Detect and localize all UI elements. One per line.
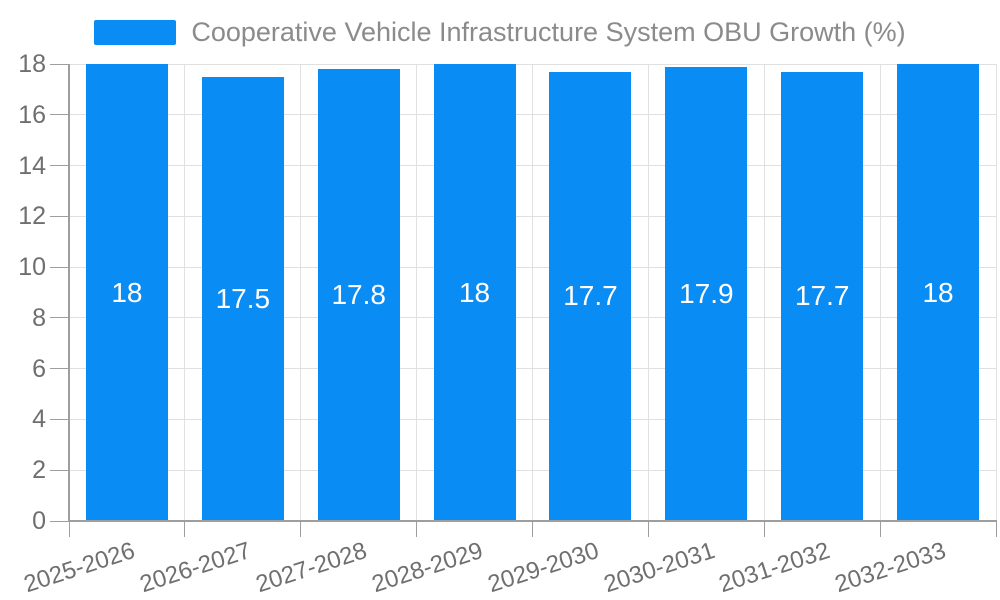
x-axis-tick [647, 521, 649, 537]
x-axis-label: 2031-2032 [716, 537, 834, 599]
x-axis-label: 2032-2033 [831, 537, 950, 599]
legend-item[interactable]: Cooperative Vehicle Infrastructure Syste… [0, 17, 1000, 48]
x-axis-tick [763, 521, 765, 537]
y-axis-tick-label: 8 [32, 303, 46, 332]
bar-value-label: 17.7 [563, 280, 618, 312]
y-axis-tick-label: 0 [32, 507, 46, 535]
x-axis-label: 2030-2031 [600, 537, 718, 599]
bar-value-label: 17.9 [679, 277, 734, 309]
y-axis-tick [50, 266, 69, 268]
x-axis-label: 2028-2029 [368, 537, 486, 599]
gridline-vertical [300, 64, 302, 521]
y-axis-tick-label: 14 [18, 151, 46, 180]
y-axis-line [68, 64, 70, 522]
bar[interactable]: 17.9 [665, 66, 748, 521]
gridline-vertical [763, 64, 765, 521]
bar[interactable]: 17.7 [549, 71, 632, 521]
x-axis-tick [416, 521, 418, 537]
gridline-vertical [995, 64, 997, 521]
x-axis-tick [532, 521, 533, 537]
y-axis-tick [50, 317, 69, 319]
bar[interactable]: 17.5 [201, 76, 284, 521]
bar[interactable]: 17.8 [317, 69, 400, 521]
gridline-vertical [647, 64, 649, 521]
x-axis-tick [300, 521, 302, 537]
y-axis-tick-label: 12 [18, 202, 46, 231]
y-axis-tick-label: 2 [32, 456, 46, 485]
bar-value-label: 18 [111, 276, 143, 308]
bar-value-label: 18 [458, 276, 491, 308]
gridline-vertical [416, 64, 418, 521]
x-axis-label: 2026-2027 [136, 537, 255, 599]
y-axis-tick [50, 165, 69, 167]
x-axis-line [68, 520, 997, 522]
bar-value-label: 17.5 [215, 282, 271, 314]
gridline-vertical [184, 64, 186, 521]
x-axis-tick [879, 521, 881, 537]
y-axis-tick-label: 18 [18, 50, 46, 78]
bar[interactable]: 17.7 [781, 71, 864, 521]
y-axis-tick [50, 418, 69, 420]
bar[interactable]: 18 [897, 64, 980, 521]
bar-value-label: 17.8 [331, 279, 386, 311]
y-axis-tick [50, 469, 69, 471]
legend-swatch [94, 20, 177, 45]
y-axis-tick [50, 63, 69, 65]
y-axis-tick [50, 114, 69, 116]
y-axis-tick [50, 215, 69, 217]
y-axis-tick-label: 6 [32, 354, 46, 383]
x-axis-label: 2025-2026 [20, 537, 139, 599]
bar[interactable]: 18 [85, 64, 168, 521]
x-axis-label: 2029-2030 [484, 537, 602, 599]
legend-label: Cooperative Vehicle Infrastructure Syste… [191, 17, 906, 47]
bar-value-label: 17.7 [794, 280, 850, 312]
y-axis-tick-label: 16 [18, 100, 46, 129]
gridline-vertical [879, 64, 881, 521]
bar-value-label: 18 [922, 276, 954, 308]
x-axis-tick [68, 521, 70, 537]
y-axis-tick-label: 4 [32, 405, 46, 434]
x-axis-tick [184, 521, 186, 537]
y-axis-tick [50, 368, 69, 370]
x-axis-tick [995, 521, 997, 537]
bar[interactable]: 18 [433, 64, 516, 521]
y-axis-tick-label: 10 [18, 253, 46, 282]
x-axis-label: 2027-2028 [252, 537, 371, 599]
gridline-vertical [532, 64, 533, 521]
y-axis-tick [50, 520, 69, 522]
